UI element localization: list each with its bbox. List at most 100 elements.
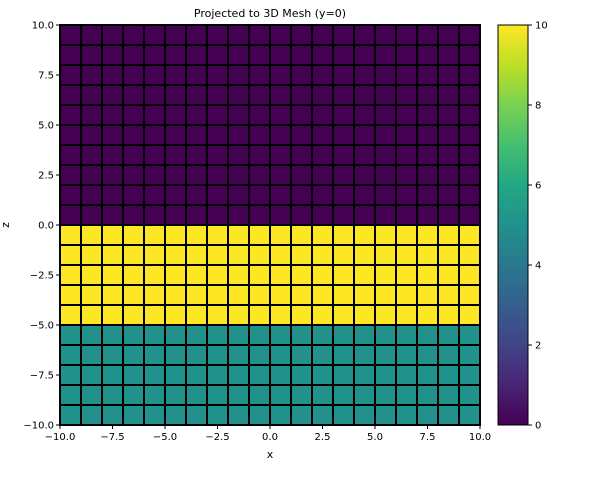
heatmap-cell — [290, 384, 313, 406]
heatmap-cell — [80, 184, 103, 206]
heatmap-cell — [374, 24, 397, 46]
chart-title: Projected to 3D Mesh (y=0) — [194, 7, 346, 20]
heatmap-cell — [332, 144, 355, 166]
heatmap-cell — [59, 84, 82, 106]
heatmap-cell — [227, 284, 250, 306]
heatmap-cell — [332, 284, 355, 306]
x-axis-ticks: −10.0 −7.5 −5.0 −2.5 0.0 2.5 5.0 7.5 10.0 — [45, 425, 491, 443]
heatmap-cell — [395, 164, 418, 186]
heatmap-cell — [122, 224, 145, 246]
heatmap-cell — [395, 124, 418, 146]
heatmap-cell — [374, 324, 397, 346]
heatmap-cell — [374, 164, 397, 186]
heatmap-cell — [353, 84, 376, 106]
heatmap-cell — [437, 184, 460, 206]
heatmap-cell — [269, 64, 292, 86]
heatmap-cell — [374, 44, 397, 66]
heatmap-cell — [164, 244, 187, 266]
heatmap-cell — [227, 304, 250, 326]
heatmap-cell — [164, 384, 187, 406]
heatmap-cell — [395, 324, 418, 346]
heatmap-cell — [185, 404, 208, 426]
heatmap-cell — [122, 64, 145, 86]
heatmap-cell — [269, 84, 292, 106]
heatmap-cell — [458, 64, 481, 86]
heatmap-cell — [80, 124, 103, 146]
x-tick-label: −10.0 — [45, 432, 76, 443]
heatmap-cell — [143, 344, 166, 366]
x-axis-label: x — [267, 448, 274, 461]
y-axis-ticks: −10.0 −7.5 −5.0 −2.5 0.0 2.5 5.0 7.5 10.0 — [23, 21, 60, 432]
y-axis-label: z — [0, 222, 12, 228]
heatmap-cell — [395, 24, 418, 46]
heatmap-cell — [80, 224, 103, 246]
heatmap-cell — [395, 384, 418, 406]
heatmap-cell — [395, 204, 418, 226]
heatmap-cell — [164, 224, 187, 246]
heatmap-cell — [269, 404, 292, 426]
heatmap-cell — [206, 124, 229, 146]
heatmap-cell — [227, 44, 250, 66]
heatmap-cell — [458, 384, 481, 406]
heatmap-cell — [101, 404, 124, 426]
heatmap-cell — [248, 404, 271, 426]
heatmap-cell — [311, 224, 334, 246]
heatmap-cell — [248, 24, 271, 46]
colorbar-ticks: 0 2 4 6 8 10 — [528, 21, 548, 432]
heatmap-cell — [290, 244, 313, 266]
heatmap-cell — [59, 284, 82, 306]
heatmap-cell — [290, 84, 313, 106]
heatmap-cell — [353, 284, 376, 306]
heatmap-cell — [122, 364, 145, 386]
heatmap-cell — [164, 344, 187, 366]
heatmap-cell — [164, 144, 187, 166]
heatmap-cell — [164, 204, 187, 226]
heatmap-cell — [143, 64, 166, 86]
heatmap-cell — [227, 404, 250, 426]
heatmap-cell — [416, 244, 439, 266]
heatmap-cell — [227, 224, 250, 246]
heatmap-cell — [227, 164, 250, 186]
heatmap-cell — [143, 324, 166, 346]
heatmap-cell — [311, 404, 334, 426]
heatmap-cell — [269, 24, 292, 46]
heatmap-cell — [227, 144, 250, 166]
heatmap-cell — [101, 304, 124, 326]
x-tick-label: 7.5 — [420, 432, 436, 443]
heatmap-cell — [122, 44, 145, 66]
y-tick-label: −5.0 — [30, 321, 54, 332]
heatmap-cell — [437, 104, 460, 126]
heatmap-cell — [437, 84, 460, 106]
heatmap-cell — [248, 64, 271, 86]
heatmap-cell — [248, 244, 271, 266]
heatmap-cell — [143, 384, 166, 406]
x-tick-label: −5.0 — [153, 432, 177, 443]
heatmap-cell — [101, 364, 124, 386]
heatmap-cell — [80, 364, 103, 386]
heatmap-cell — [374, 364, 397, 386]
heatmap-cell — [59, 104, 82, 126]
heatmap-cell — [290, 364, 313, 386]
heatmap-cell — [374, 284, 397, 306]
heatmap-cell — [458, 244, 481, 266]
heatmap-cell — [311, 264, 334, 286]
heatmap-cell — [80, 264, 103, 286]
heatmap-cell — [143, 184, 166, 206]
x-tick-label: −2.5 — [205, 432, 229, 443]
heatmap-cell — [416, 44, 439, 66]
heatmap-cell — [185, 64, 208, 86]
heatmap-cell — [290, 284, 313, 306]
heatmap-cell — [311, 364, 334, 386]
heatmap-cell — [101, 184, 124, 206]
heatmap-cell — [185, 204, 208, 226]
heatmap-cell — [101, 344, 124, 366]
heatmap-cell — [458, 104, 481, 126]
heatmap-cell — [59, 404, 82, 426]
heatmap-cell — [458, 324, 481, 346]
heatmap-cell — [143, 224, 166, 246]
heatmap-cell — [206, 284, 229, 306]
heatmap-cell — [458, 404, 481, 426]
heatmap-cell — [290, 44, 313, 66]
heatmap-cell — [185, 364, 208, 386]
